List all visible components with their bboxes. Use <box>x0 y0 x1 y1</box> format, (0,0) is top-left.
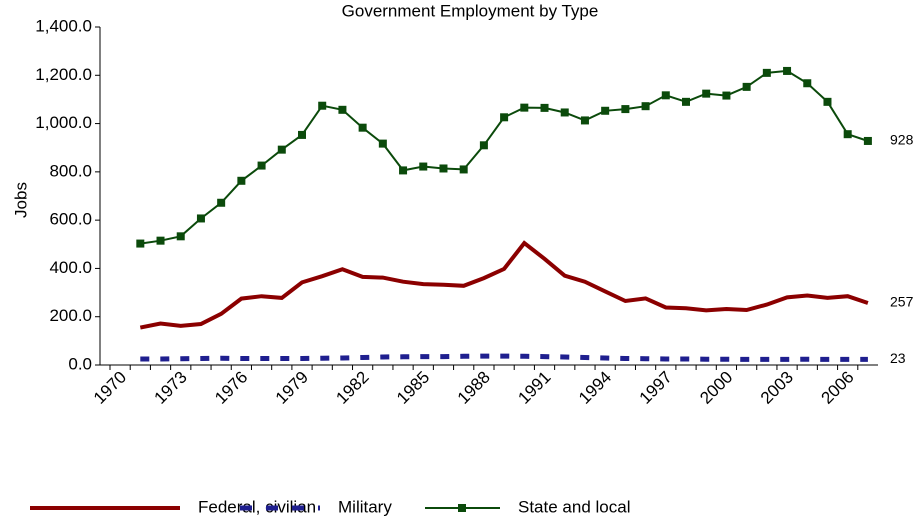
marker <box>318 101 327 110</box>
marker <box>722 91 731 100</box>
marker <box>298 130 306 139</box>
x-tick-label: 1994 <box>575 368 615 408</box>
marker <box>257 161 266 170</box>
y-tick-label: 400.0 <box>49 258 92 277</box>
x-tick-label: 1976 <box>211 368 251 408</box>
marker <box>621 105 630 114</box>
end-label: 257 <box>890 294 914 310</box>
marker <box>136 239 145 248</box>
marker <box>742 82 751 91</box>
x-tick-label: 1982 <box>332 368 372 408</box>
legend-label: Military <box>338 497 392 516</box>
marker <box>601 106 610 115</box>
x-tick-label: 1985 <box>393 368 433 408</box>
series-line <box>140 69 869 245</box>
end-label: 23 <box>890 350 906 366</box>
marker <box>399 166 408 175</box>
y-tick-label: 0.0 <box>68 354 92 373</box>
marker <box>843 130 852 139</box>
marker <box>196 214 205 223</box>
marker <box>378 139 387 148</box>
marker <box>500 113 509 122</box>
marker <box>520 103 529 112</box>
series-line <box>140 353 868 362</box>
marker <box>156 236 165 245</box>
marker <box>661 91 670 100</box>
y-tick-label: 1,400.0 <box>35 16 92 35</box>
end-label: 928 <box>890 132 914 148</box>
marker <box>803 79 812 88</box>
legend-label: State and local <box>518 497 630 516</box>
marker <box>540 103 549 112</box>
y-tick-label: 600.0 <box>49 210 92 229</box>
legend-marker <box>458 504 466 512</box>
marker <box>439 164 448 173</box>
marker <box>277 145 286 154</box>
x-tick-label: 1979 <box>272 368 312 408</box>
x-tick-label: 1997 <box>636 368 676 408</box>
x-tick-label: 1970 <box>90 368 130 408</box>
x-tick-label: 2003 <box>757 368 797 408</box>
marker <box>783 66 792 75</box>
y-tick-label: 1,200.0 <box>35 65 92 84</box>
y-axis-label: Jobs <box>11 182 30 218</box>
marker <box>560 108 569 117</box>
marker <box>682 97 690 106</box>
marker <box>237 176 246 185</box>
y-tick-label: 800.0 <box>49 161 92 180</box>
series-line <box>139 240 869 330</box>
marker <box>459 165 468 174</box>
y-tick-label: 1,000.0 <box>35 113 92 132</box>
x-tick-label: 2006 <box>818 368 858 408</box>
x-tick-label: 1988 <box>454 368 494 408</box>
marker <box>641 102 650 111</box>
marker <box>419 162 428 171</box>
marker <box>863 136 872 145</box>
x-tick-label: 2000 <box>696 368 736 408</box>
legend-label: Federal, civilian <box>198 497 316 516</box>
marker <box>176 232 185 241</box>
marker <box>479 141 488 150</box>
x-tick-label: 1973 <box>151 368 191 408</box>
x-tick-label: 1991 <box>514 368 554 408</box>
marker <box>702 89 711 98</box>
marker <box>580 116 589 125</box>
marker <box>762 68 771 77</box>
marker <box>217 198 226 207</box>
marker <box>358 123 367 132</box>
y-tick-label: 200.0 <box>49 306 92 325</box>
marker <box>338 105 347 114</box>
marker <box>823 97 832 106</box>
chart-title: Government Employment by Type <box>342 1 599 20</box>
